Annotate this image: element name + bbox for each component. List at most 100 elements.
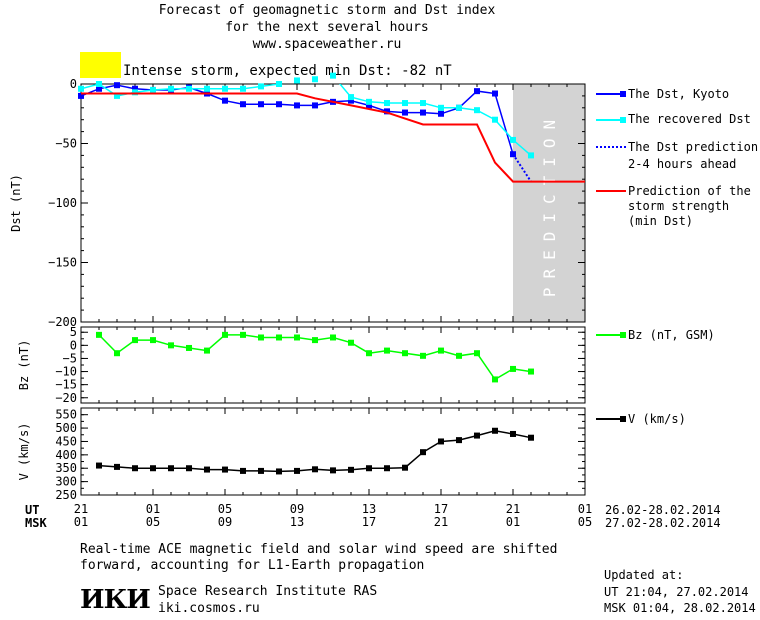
data-point (294, 467, 300, 474)
data-point (186, 344, 192, 351)
ut-tick-label: 21 (74, 502, 88, 516)
legend-swatch-bz-marker (620, 332, 626, 338)
data-point (384, 465, 390, 472)
data-point (150, 337, 156, 344)
updated-ut: UT 21:04, 27.02.2014 (604, 585, 749, 599)
data-point (276, 81, 282, 87)
data-point (276, 468, 282, 475)
data-point (456, 104, 462, 111)
data-point (150, 86, 156, 93)
legend-swatch-recovered-marker (620, 117, 626, 123)
data-point (276, 334, 282, 341)
data-point (258, 467, 264, 474)
y-tick-label: −5 (63, 351, 77, 365)
y-tick-label: 0 (70, 77, 77, 91)
data-point (348, 339, 354, 346)
data-point (186, 465, 192, 472)
institute-site[interactable]: iki.cosmos.ru (158, 601, 260, 616)
y-axis-label: V (km/s) (17, 423, 31, 481)
data-point (132, 85, 138, 92)
msk-tick-label: 17 (362, 515, 376, 529)
data-point (204, 466, 210, 473)
prediction-region (513, 84, 585, 322)
data-point (96, 85, 102, 92)
y-tick-label: −10 (55, 365, 77, 379)
data-point (456, 352, 462, 359)
legend-recovered-dst: The recovered Dst (628, 112, 751, 126)
ut-tick-label: 05 (218, 502, 232, 516)
y-axis-label: Dst (nT) (9, 174, 23, 232)
data-point (420, 109, 426, 116)
y-tick-label: −100 (48, 196, 77, 210)
msk-tick-label: 09 (218, 515, 232, 529)
data-point (240, 101, 246, 108)
panel-frame (80, 83, 586, 323)
ut-row-label: UT (25, 503, 40, 517)
data-point (348, 97, 354, 104)
data-point (384, 100, 390, 107)
chart-title-url[interactable]: www.spaceweather.ru (252, 37, 402, 52)
data-point (96, 81, 102, 87)
data-point (438, 347, 444, 354)
data-point (438, 104, 444, 111)
data-point (204, 85, 210, 92)
updated-label: Updated at: (604, 568, 684, 582)
legend-v: V (km/s) (628, 412, 686, 426)
y-tick-label: −50 (55, 137, 77, 151)
legend-swatch-dst-kyoto-marker (620, 91, 626, 97)
ut-tick-label: 17 (434, 502, 448, 516)
data-point (474, 350, 480, 357)
data-point (222, 331, 228, 338)
data-point (402, 464, 408, 471)
data-point (132, 465, 138, 472)
data-point (474, 107, 480, 114)
data-point (258, 83, 264, 90)
y-tick-label: 400 (55, 448, 77, 462)
series-line-0 (81, 84, 514, 155)
legend-dst-kyoto: The Dst, Kyoto (628, 87, 730, 101)
series-line-1 (81, 84, 532, 156)
legend-strength-line2: storm strength (628, 199, 730, 213)
data-point (474, 432, 480, 439)
legend-swatch-v-marker (620, 416, 626, 422)
data-point (330, 467, 336, 474)
data-point (240, 467, 246, 474)
data-point (438, 438, 444, 445)
legend-bz: Bz (nT, GSM) (628, 328, 715, 342)
y-tick-label: −200 (48, 315, 77, 329)
data-point (186, 85, 192, 92)
ut-tick-label: 09 (290, 502, 304, 516)
storm-alert-text: Intense storm, expected min Dst: -82 nT (123, 63, 452, 79)
ut-tick-label: 01 (578, 502, 592, 516)
ut-tick-label: 13 (362, 502, 376, 516)
data-point (240, 85, 246, 92)
iki-logo: ИКИ (80, 585, 151, 615)
data-point (330, 334, 336, 341)
legend-strength-line3: (min Dst) (628, 214, 694, 228)
data-point (330, 72, 336, 79)
data-point (150, 465, 156, 472)
data-point (222, 85, 228, 92)
data-point (114, 82, 120, 89)
data-point (312, 76, 318, 83)
data-point (402, 109, 408, 116)
y-tick-label: 5 (70, 325, 77, 339)
panel-frame (80, 407, 586, 496)
data-point (222, 466, 228, 473)
data-point (456, 437, 462, 444)
series-line-0 (98, 430, 532, 473)
data-point (402, 100, 408, 107)
data-point (294, 77, 300, 84)
data-point (240, 331, 246, 338)
y-axis-label: Bz (nT) (17, 340, 31, 391)
data-point (492, 90, 498, 97)
data-point (96, 331, 102, 338)
legend-prediction-line2: 2-4 hours ahead (628, 157, 737, 171)
data-point (312, 337, 318, 344)
data-point (492, 376, 498, 383)
data-point (438, 110, 444, 117)
data-point (204, 347, 210, 354)
